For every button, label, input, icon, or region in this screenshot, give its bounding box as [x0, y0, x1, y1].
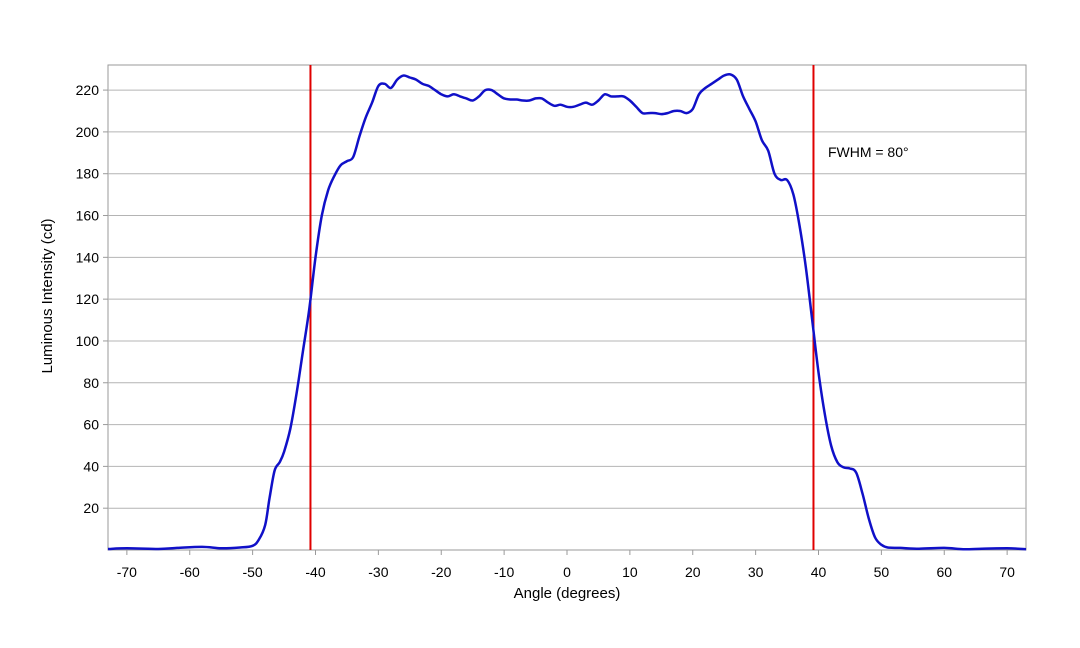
y-axis-ticks: 20 40 60 80 100 120 140 160 180 200 220 — [76, 82, 108, 516]
y-axis-label: Luminous Intensity (cd) — [39, 218, 56, 373]
y-tick-label: 20 — [83, 500, 99, 516]
x-tick-label: 30 — [748, 564, 764, 580]
intensity-series-line — [107, 72, 1027, 551]
x-tick-label: 70 — [999, 564, 1015, 580]
x-tick-label: 60 — [936, 564, 952, 580]
x-tick-label: 40 — [811, 564, 827, 580]
y-tick-label: 60 — [83, 417, 99, 433]
x-tick-label: 50 — [874, 564, 890, 580]
y-tick-label: 180 — [76, 166, 100, 182]
x-tick-label: -30 — [368, 564, 388, 580]
y-tick-label: 100 — [76, 333, 100, 349]
x-tick-label: 10 — [622, 564, 638, 580]
x-tick-label: 0 — [563, 564, 571, 580]
x-tick-label: -10 — [494, 564, 514, 580]
x-tick-label: -50 — [242, 564, 262, 580]
series-group — [107, 72, 1027, 551]
x-tick-label: 20 — [685, 564, 701, 580]
gridlines — [108, 89, 1026, 509]
x-tick-label: -60 — [180, 564, 200, 580]
y-tick-label: 220 — [76, 82, 100, 98]
y-tick-label: 140 — [76, 249, 100, 265]
y-tick-label: 80 — [83, 375, 99, 391]
y-tick-label: 120 — [76, 291, 100, 307]
plot-area — [107, 64, 1027, 551]
annotation-fwhm: FWHM = 80° — [828, 144, 909, 160]
x-tick-label: -40 — [305, 564, 325, 580]
y-tick-label: 40 — [83, 458, 99, 474]
x-tick-label: -70 — [117, 564, 137, 580]
x-axis-ticks: -70 -60 -50 -40 -30 -20 -10 0 10 20 30 40 50 60 70 — [117, 550, 1015, 580]
y-tick-label: 160 — [76, 208, 100, 224]
y-tick-label: 200 — [76, 124, 100, 140]
x-axis-label: Angle (degrees) — [514, 585, 621, 602]
x-tick-label: -20 — [431, 564, 451, 580]
